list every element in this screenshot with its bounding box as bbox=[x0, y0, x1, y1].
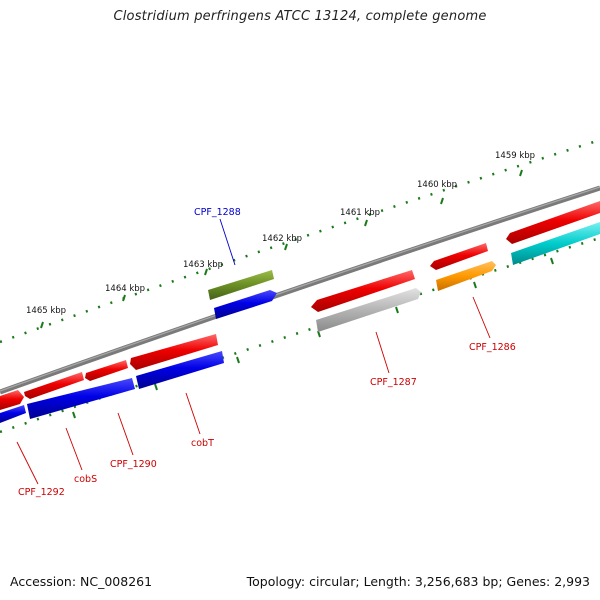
gene-red bbox=[24, 372, 84, 399]
label-leaders bbox=[16, 218, 491, 485]
genome-stats-text: Topology: circular; Length: 3,256,683 bp… bbox=[246, 574, 590, 589]
gene-gray bbox=[316, 288, 421, 332]
gene-blue bbox=[27, 378, 135, 419]
gene-blue bbox=[136, 351, 224, 389]
gene-label-cpf1286[interactable]: CPF_1286 bbox=[469, 342, 516, 353]
scale-label: 1459 kbp bbox=[495, 151, 535, 161]
gene-cpf1287 bbox=[311, 270, 415, 312]
gene-blue bbox=[0, 405, 26, 423]
gene-orange bbox=[436, 261, 496, 291]
scale-label: 1464 kbp bbox=[105, 284, 145, 294]
scale-label: 1461 kbp bbox=[340, 208, 380, 218]
gene-red bbox=[85, 360, 128, 381]
scale-track-inner bbox=[0, 236, 600, 434]
scale-major-ticks-inner bbox=[72, 257, 554, 419]
genome-backbone-highlight bbox=[0, 186, 600, 392]
scale-label: 1463 kbp bbox=[183, 260, 223, 270]
gene-red bbox=[130, 334, 218, 370]
scale-label: 1465 kbp bbox=[26, 306, 66, 316]
accession-text: Accession: NC_008261 bbox=[10, 574, 153, 589]
gene-olive bbox=[208, 270, 274, 300]
gene-cpf1288 bbox=[214, 290, 277, 319]
gene-red bbox=[506, 201, 600, 244]
gene-cyan bbox=[511, 222, 600, 265]
gene-label-cpf1287[interactable]: CPF_1287 bbox=[370, 377, 417, 388]
gene-red bbox=[0, 390, 24, 410]
scale-label: 1462 kbp bbox=[262, 234, 302, 244]
gene-label-cpf1288[interactable]: CPF_1288 bbox=[194, 207, 241, 218]
gene-label-cobs[interactable]: cobS bbox=[74, 474, 97, 485]
scale-major-ticks-outer bbox=[40, 169, 523, 329]
gene-label-cpf1290[interactable]: CPF_1290 bbox=[110, 459, 157, 470]
map-title: Clostridium perfringens ATCC 13124, comp… bbox=[113, 9, 487, 24]
gene-blocks bbox=[0, 201, 600, 423]
scale-label: 1460 kbp bbox=[417, 180, 457, 190]
genome-backbone bbox=[0, 185, 600, 395]
gene-label-cpf1292[interactable]: CPF_1292 bbox=[18, 487, 65, 498]
gene-label-cobt[interactable]: cobT bbox=[191, 438, 214, 449]
gene-cpf1286 bbox=[430, 243, 488, 270]
